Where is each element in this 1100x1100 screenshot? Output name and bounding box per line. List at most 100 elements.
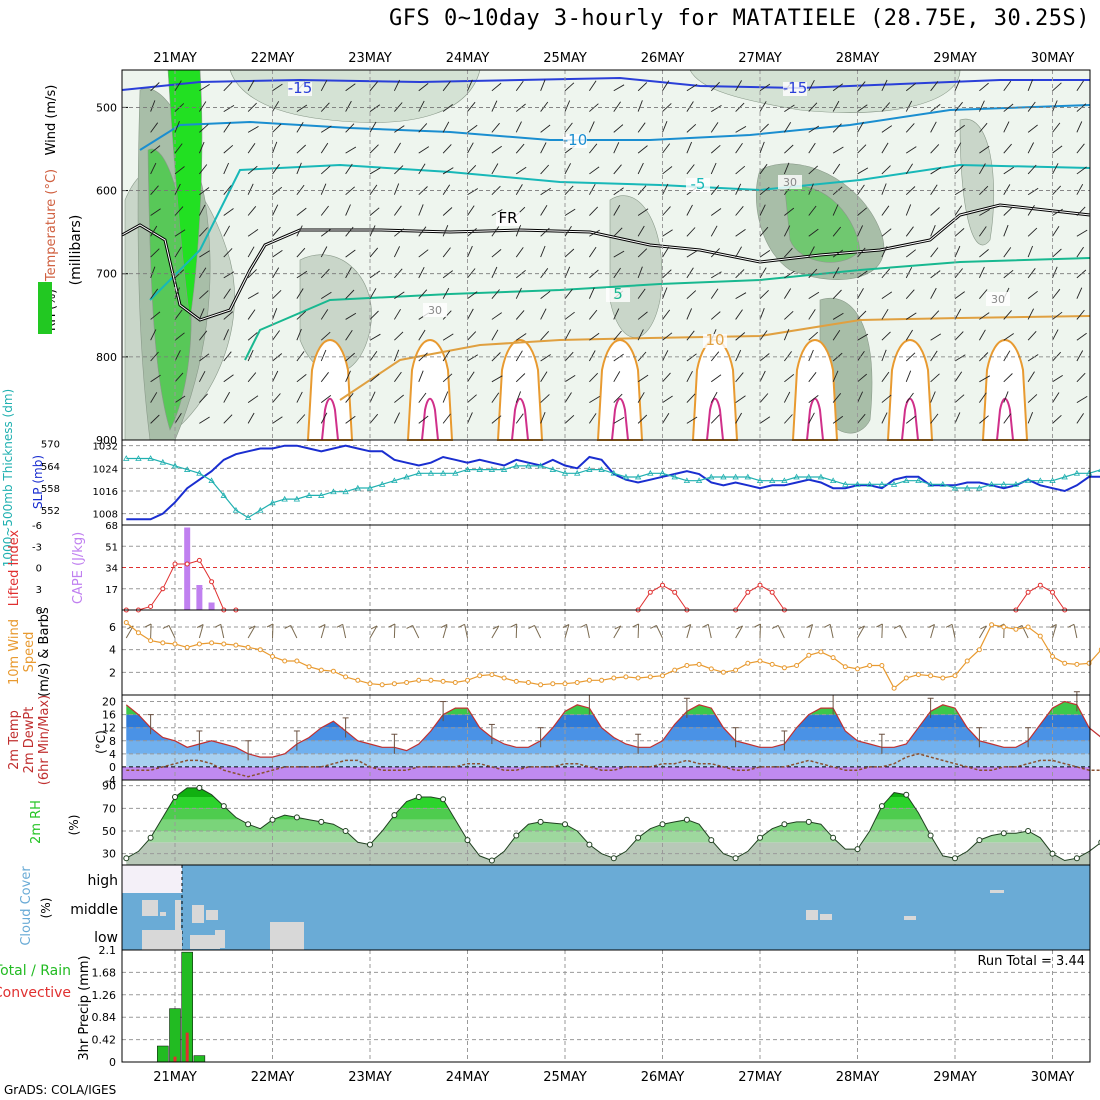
wind-speed-marker xyxy=(903,675,909,681)
wind-barb xyxy=(247,183,254,195)
y-tick-label: 70 xyxy=(102,802,116,815)
wind-barb xyxy=(686,290,697,299)
wind-speed-marker xyxy=(440,678,446,684)
wind-speed-marker xyxy=(404,680,410,685)
wind-barb xyxy=(711,271,722,279)
thickness-marker xyxy=(1000,481,1007,487)
wind-barb xyxy=(735,165,746,175)
wind-barb xyxy=(199,84,210,92)
wind-barb xyxy=(1076,309,1085,320)
wind-barb xyxy=(710,208,722,216)
thickness-marker xyxy=(293,495,301,502)
thickness-marker xyxy=(683,477,691,484)
panel-frame xyxy=(121,439,1091,526)
wind-barb xyxy=(857,167,869,175)
wind-barb xyxy=(686,204,693,216)
wind-barb-feather xyxy=(632,623,639,628)
wind-barb xyxy=(759,141,765,154)
rh-marker xyxy=(586,841,593,848)
wind-barb xyxy=(954,124,965,133)
wind-barb xyxy=(662,412,670,424)
wind-barb xyxy=(686,101,694,112)
wind-barb-10m xyxy=(735,625,744,639)
wind-barb xyxy=(320,205,329,216)
wind-barb-10m xyxy=(899,625,907,639)
wind-barb xyxy=(247,143,256,154)
wind-barb xyxy=(881,308,889,320)
rh-marker xyxy=(635,834,642,841)
panel-frame xyxy=(121,609,1091,696)
y-tick-label: 4 xyxy=(109,748,116,761)
cloud-block xyxy=(206,910,218,920)
wind-speed-marker xyxy=(209,640,215,646)
wind-barb xyxy=(979,122,988,133)
wind-barb xyxy=(247,246,255,258)
rh-marker xyxy=(757,834,763,841)
wind-barb xyxy=(759,289,769,299)
wind-barb xyxy=(710,288,719,299)
wind-barb xyxy=(369,391,376,403)
wind-barb xyxy=(369,270,381,279)
wind-barb xyxy=(905,123,915,133)
wind-barb xyxy=(174,206,184,216)
wind-barb-10m xyxy=(759,623,761,639)
wind-barb xyxy=(491,329,499,341)
thickness-tick-label: 564 xyxy=(41,462,60,473)
wind-speed-marker xyxy=(1037,633,1043,639)
wind-barb xyxy=(930,287,937,299)
wind-barb xyxy=(613,267,621,279)
li-marker xyxy=(148,604,154,609)
y-tick-label: 12 xyxy=(102,722,116,735)
dewpoint-line xyxy=(126,753,1100,778)
thickness-marker xyxy=(488,466,496,472)
rh-marker xyxy=(976,837,983,844)
wind-speed-marker xyxy=(672,667,678,673)
wind-barb xyxy=(174,183,181,195)
rh-shading xyxy=(609,195,663,338)
wind-barb xyxy=(1003,413,1012,424)
axis-label: 2m DewPt xyxy=(22,707,37,774)
wind-barb xyxy=(442,391,449,403)
wind-barb xyxy=(832,83,844,92)
wind-barb xyxy=(174,287,180,299)
precip-total-bar xyxy=(193,1055,206,1063)
rh-marker xyxy=(683,816,690,823)
wind-barb xyxy=(1003,80,1012,92)
thickness-marker xyxy=(842,481,849,487)
cloud-panel: high middle low Cloud Cover (%) xyxy=(19,864,1091,951)
wind-barb xyxy=(369,288,377,299)
wind-barb xyxy=(1076,121,1083,133)
wind-barb xyxy=(369,350,378,362)
wind-barb xyxy=(272,226,281,237)
wind-barb xyxy=(540,371,548,383)
wind-barb xyxy=(564,100,571,112)
wind-barb xyxy=(247,332,258,341)
cloud-layer-label: low xyxy=(94,930,118,946)
wind-barb-feather xyxy=(928,624,935,628)
li-tick-label: -6 xyxy=(32,521,42,532)
thickness-marker xyxy=(232,506,240,513)
wind-barb xyxy=(296,247,306,258)
wind-barb xyxy=(198,267,207,279)
wind-barb xyxy=(881,331,891,341)
wind-barb xyxy=(515,413,524,424)
cape-bar xyxy=(208,602,215,610)
thickness-line xyxy=(126,457,1100,519)
contour-label: 10 xyxy=(705,331,724,349)
wind-barb xyxy=(491,392,500,403)
wind-barb xyxy=(272,250,283,258)
wind-barb xyxy=(394,291,405,300)
wind-barb xyxy=(930,247,939,258)
wind-barb-feather xyxy=(127,625,134,630)
wind-barb xyxy=(978,100,985,112)
wind-barb xyxy=(613,187,624,196)
contour-label: 30 xyxy=(783,176,797,189)
wind-barb-feather xyxy=(858,625,865,630)
y-tick-label: 0.84 xyxy=(92,1011,117,1024)
thickness-marker xyxy=(1024,477,1032,484)
wind-speed-marker xyxy=(550,681,556,687)
wind-barb xyxy=(784,351,792,362)
wind-barb xyxy=(930,121,937,133)
wind-speed-marker xyxy=(196,641,202,647)
wind-barb xyxy=(1027,290,1038,300)
